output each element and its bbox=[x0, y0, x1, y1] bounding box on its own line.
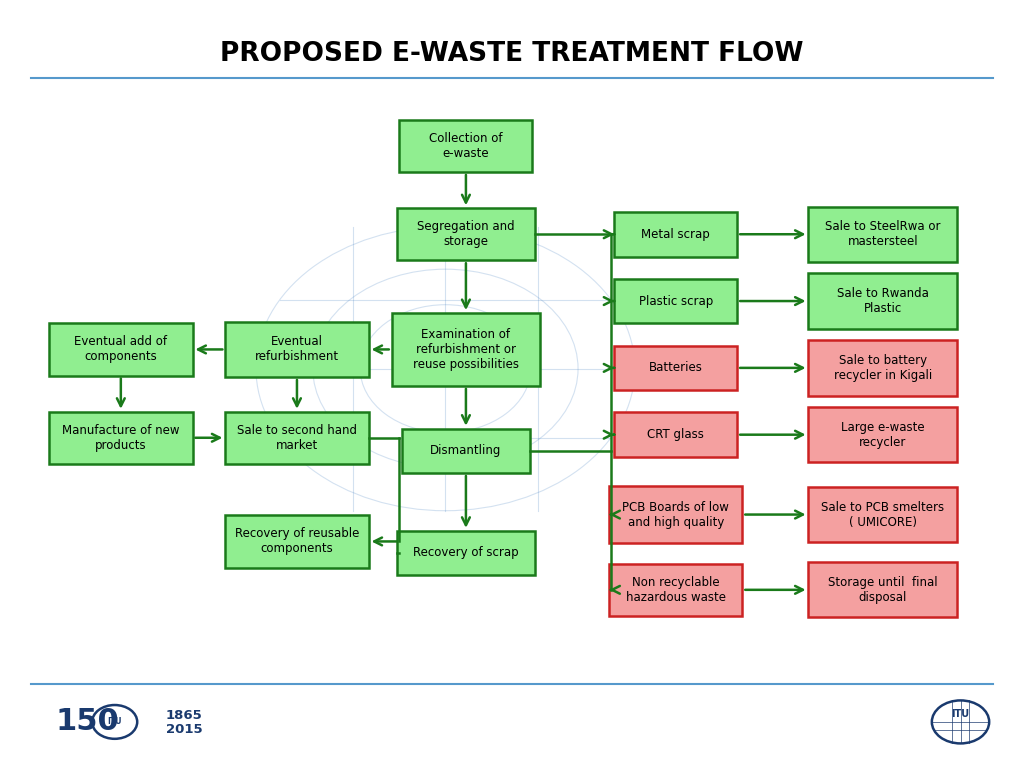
Text: PROPOSED E-WASTE TREATMENT FLOW: PROPOSED E-WASTE TREATMENT FLOW bbox=[220, 41, 804, 67]
FancyBboxPatch shape bbox=[614, 212, 737, 257]
Text: Sale to second hand
market: Sale to second hand market bbox=[237, 424, 357, 452]
Text: Manufacture of new
products: Manufacture of new products bbox=[62, 424, 179, 452]
Text: Non recyclable
hazardous waste: Non recyclable hazardous waste bbox=[626, 576, 726, 604]
FancyBboxPatch shape bbox=[809, 487, 956, 542]
FancyBboxPatch shape bbox=[609, 564, 742, 616]
Text: Recovery of scrap: Recovery of scrap bbox=[413, 547, 519, 559]
FancyBboxPatch shape bbox=[225, 515, 369, 568]
Text: Eventual
refurbishment: Eventual refurbishment bbox=[255, 336, 339, 363]
Text: ITU: ITU bbox=[108, 717, 122, 727]
Text: Batteries: Batteries bbox=[649, 362, 702, 374]
Text: Dismantling: Dismantling bbox=[430, 445, 502, 457]
Text: Recovery of reusable
components: Recovery of reusable components bbox=[234, 528, 359, 555]
Text: Eventual add of
components: Eventual add of components bbox=[75, 336, 167, 363]
FancyBboxPatch shape bbox=[399, 120, 532, 172]
Text: Sale to PCB smelters
( UMICORE): Sale to PCB smelters ( UMICORE) bbox=[821, 501, 944, 528]
Text: 1865: 1865 bbox=[166, 710, 203, 722]
FancyBboxPatch shape bbox=[391, 313, 541, 386]
Text: Sale to Rwanda
Plastic: Sale to Rwanda Plastic bbox=[837, 287, 929, 315]
FancyBboxPatch shape bbox=[401, 429, 530, 473]
Text: Plastic scrap: Plastic scrap bbox=[639, 295, 713, 307]
Text: PCB Boards of low
and high quality: PCB Boards of low and high quality bbox=[623, 501, 729, 528]
Text: 2015: 2015 bbox=[166, 723, 203, 736]
FancyBboxPatch shape bbox=[614, 412, 737, 457]
Text: Sale to SteelRwa or
mastersteel: Sale to SteelRwa or mastersteel bbox=[825, 220, 940, 248]
Text: Sale to battery
recycler in Kigali: Sale to battery recycler in Kigali bbox=[834, 354, 932, 382]
Text: Segregation and
storage: Segregation and storage bbox=[417, 220, 515, 248]
FancyBboxPatch shape bbox=[809, 562, 956, 617]
FancyBboxPatch shape bbox=[225, 412, 369, 464]
Text: Large e-waste
recycler: Large e-waste recycler bbox=[841, 421, 925, 449]
Text: Storage until  final
disposal: Storage until final disposal bbox=[827, 576, 938, 604]
Text: ITU: ITU bbox=[951, 709, 970, 720]
FancyBboxPatch shape bbox=[809, 407, 956, 462]
Text: Metal scrap: Metal scrap bbox=[641, 228, 711, 240]
FancyBboxPatch shape bbox=[397, 531, 535, 575]
FancyBboxPatch shape bbox=[809, 207, 956, 262]
FancyBboxPatch shape bbox=[809, 340, 956, 396]
FancyBboxPatch shape bbox=[614, 279, 737, 323]
Text: Collection of
e-waste: Collection of e-waste bbox=[429, 132, 503, 160]
FancyBboxPatch shape bbox=[225, 322, 369, 377]
FancyBboxPatch shape bbox=[49, 323, 193, 376]
FancyBboxPatch shape bbox=[49, 412, 193, 464]
Text: Examination of
refurbishment or
reuse possibilities: Examination of refurbishment or reuse po… bbox=[413, 328, 519, 371]
FancyBboxPatch shape bbox=[614, 346, 737, 390]
FancyBboxPatch shape bbox=[397, 208, 535, 260]
FancyBboxPatch shape bbox=[609, 486, 742, 544]
Text: 150: 150 bbox=[55, 707, 119, 737]
FancyBboxPatch shape bbox=[809, 273, 956, 329]
Text: CRT glass: CRT glass bbox=[647, 429, 705, 441]
